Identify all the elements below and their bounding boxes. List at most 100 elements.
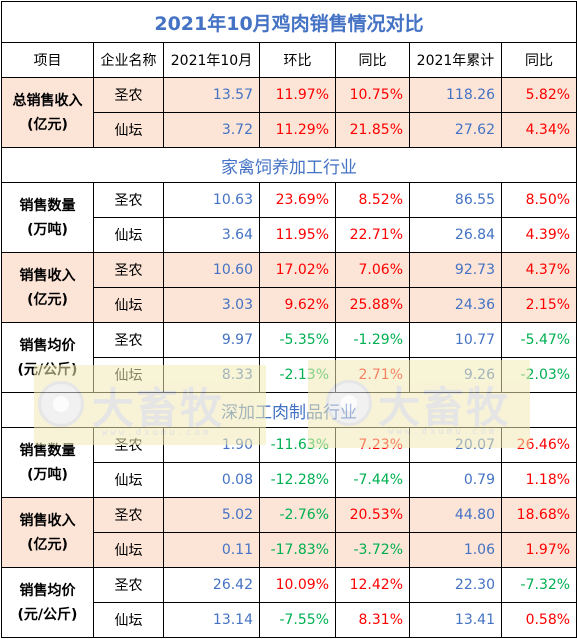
company-name: 圣农 (93, 182, 164, 218)
table-row: 销售收入 (亿元) 圣农 5.02 -2.76% 20.53% 44.80 18.68% (1, 497, 577, 568)
cumulative-yoy-value: 5.82% (500, 77, 577, 113)
company-name: 圣农 (93, 252, 164, 288)
company-name: 圣农 (93, 497, 164, 533)
cumulative-value: 13.41 (409, 602, 502, 638)
metric-label: 销售均价 (元/公斤) (1, 322, 94, 393)
company-name: 圣农 (93, 427, 164, 463)
table-row: 总销售收入 (亿元) 圣农 13.57 11.97% 10.75% 118.26 5.82% (1, 77, 577, 148)
cumulative-value: 9.26 (409, 357, 502, 393)
metric-name: 总销售收入 (12, 92, 83, 109)
month-value: 10.60 (163, 252, 260, 288)
table-title: 2021年10月鸡肉销售情况对比 (0, 1, 577, 43)
table-row: 销售均价 (元/公斤) 圣农 9.97 -5.35% -1.29% 10.77 -5.47% (1, 322, 577, 393)
cumulative-value: 20.07 (409, 427, 502, 463)
metric-label: 销售均价 (元/公斤) (1, 567, 94, 638)
cumulative-yoy-value: 4.37% (500, 252, 577, 288)
mom-value: -7.55% (259, 602, 336, 638)
header-row: 项目 企业名称 2021年10月 环比 同比 2021年累计 同比 (1, 42, 577, 78)
table-row: 销售数量 (万吨) 圣农 10.63 23.69% 8.52% 86.55 8.50% (1, 182, 577, 253)
metric-unit: (万吨) (27, 466, 68, 483)
cumulative-value: 22.30 (409, 567, 502, 603)
cumulative-yoy-value: -7.32% (500, 567, 577, 603)
header-month: 2021年10月 (163, 42, 260, 78)
table-row: 仙坛 0.11 -17.83% -3.72% 1.06 1.97% (2, 532, 577, 568)
metric-name: 销售收入 (19, 512, 76, 529)
company-name: 圣农 (93, 77, 164, 113)
cumulative-yoy-value: -5.47% (500, 322, 577, 358)
metric-name: 销售数量 (19, 197, 76, 214)
section-row: 家禽饲养加工行业 (0, 147, 577, 183)
yoy-value: 25.88% (335, 287, 410, 323)
metric-unit: (亿元) (27, 536, 68, 553)
month-value: 0.11 (163, 532, 260, 568)
table-row: 仙坛 3.03 9.62% 25.88% 24.36 2.15% (2, 287, 577, 323)
yoy-value: -3.72% (335, 532, 410, 568)
metric-unit: (亿元) (27, 291, 68, 308)
metric-unit: (亿元) (27, 116, 68, 133)
month-value: 1.90 (163, 427, 260, 463)
mom-value: -17.83% (259, 532, 336, 568)
table-row: 仙坛 3.72 11.29% 21.85% 27.62 4.34% (2, 112, 577, 148)
header-cumulative-yoy: 同比 (500, 42, 577, 78)
mom-value: 11.95% (259, 217, 336, 253)
cumulative-value: 118.26 (409, 77, 502, 113)
cumulative-value: 24.36 (409, 287, 502, 323)
cumulative-value: 0.79 (409, 462, 502, 498)
cumulative-yoy-value: 26.46% (500, 427, 577, 463)
company-name: 仙坛 (93, 112, 164, 148)
cumulative-yoy-value: -2.03% (500, 357, 577, 393)
cumulative-yoy-value: 0.58% (500, 602, 577, 638)
table-row: 销售均价 (元/公斤) 圣农 26.42 10.09% 12.42% 22.30 -7.32% (1, 567, 577, 638)
company-name: 仙坛 (93, 287, 164, 323)
metric-unit: (元/公斤) (17, 606, 78, 623)
yoy-value: 8.52% (335, 182, 410, 218)
mom-value: -5.35% (259, 322, 336, 358)
mom-value: 17.02% (259, 252, 336, 288)
cumulative-yoy-value: 8.50% (500, 182, 577, 218)
mom-value: 11.29% (259, 112, 336, 148)
cumulative-yoy-value: 4.34% (500, 112, 577, 148)
cumulative-value: 27.62 (409, 112, 502, 148)
month-value: 0.08 (163, 462, 260, 498)
month-value: 3.72 (163, 112, 260, 148)
company-name: 圣农 (93, 322, 164, 358)
cumulative-yoy-value: 18.68% (500, 497, 577, 533)
cumulative-value: 92.73 (409, 252, 502, 288)
header-yoy: 同比 (335, 42, 410, 78)
company-name: 圣农 (93, 567, 164, 603)
mom-value: -2.13% (259, 357, 336, 393)
cumulative-value: 26.84 (409, 217, 502, 253)
cumulative-value: 1.06 (409, 532, 502, 568)
mom-value: -11.63% (259, 427, 336, 463)
yoy-value: 20.53% (335, 497, 410, 533)
month-value: 10.63 (163, 182, 260, 218)
company-name: 仙坛 (93, 602, 164, 638)
metric-label: 总销售收入 (亿元) (1, 77, 94, 148)
yoy-value: 2.71% (335, 357, 410, 393)
metric-name: 销售收入 (19, 267, 76, 284)
cumulative-value: 44.80 (409, 497, 502, 533)
header-item: 项目 (1, 42, 94, 78)
yoy-value: 7.23% (335, 427, 410, 463)
table-row: 销售数量 (万吨) 圣农 1.90 -11.63% 7.23% 20.07 26.46% (1, 427, 577, 498)
metric-name: 销售均价 (19, 337, 76, 354)
mom-value: 11.97% (259, 77, 336, 113)
cumulative-yoy-value: 2.15% (500, 287, 577, 323)
table-row: 销售收入 (亿元) 圣农 10.60 17.02% 7.06% 92.73 4.37% (1, 252, 577, 323)
company-name: 仙坛 (93, 217, 164, 253)
month-value: 3.64 (163, 217, 260, 253)
company-name: 仙坛 (93, 357, 164, 393)
mom-value: -12.28% (259, 462, 336, 498)
metric-label: 销售收入 (亿元) (1, 252, 94, 323)
company-name: 仙坛 (93, 532, 164, 568)
yoy-value: -7.44% (335, 462, 410, 498)
yoy-value: -1.29% (335, 322, 410, 358)
yoy-value: 10.75% (335, 77, 410, 113)
section-row: 深加工肉制品行业 (0, 392, 577, 428)
header-mom: 环比 (259, 42, 336, 78)
month-value: 5.02 (163, 497, 260, 533)
cumulative-value: 10.77 (409, 322, 502, 358)
yoy-value: 7.06% (335, 252, 410, 288)
month-value: 13.14 (163, 602, 260, 638)
